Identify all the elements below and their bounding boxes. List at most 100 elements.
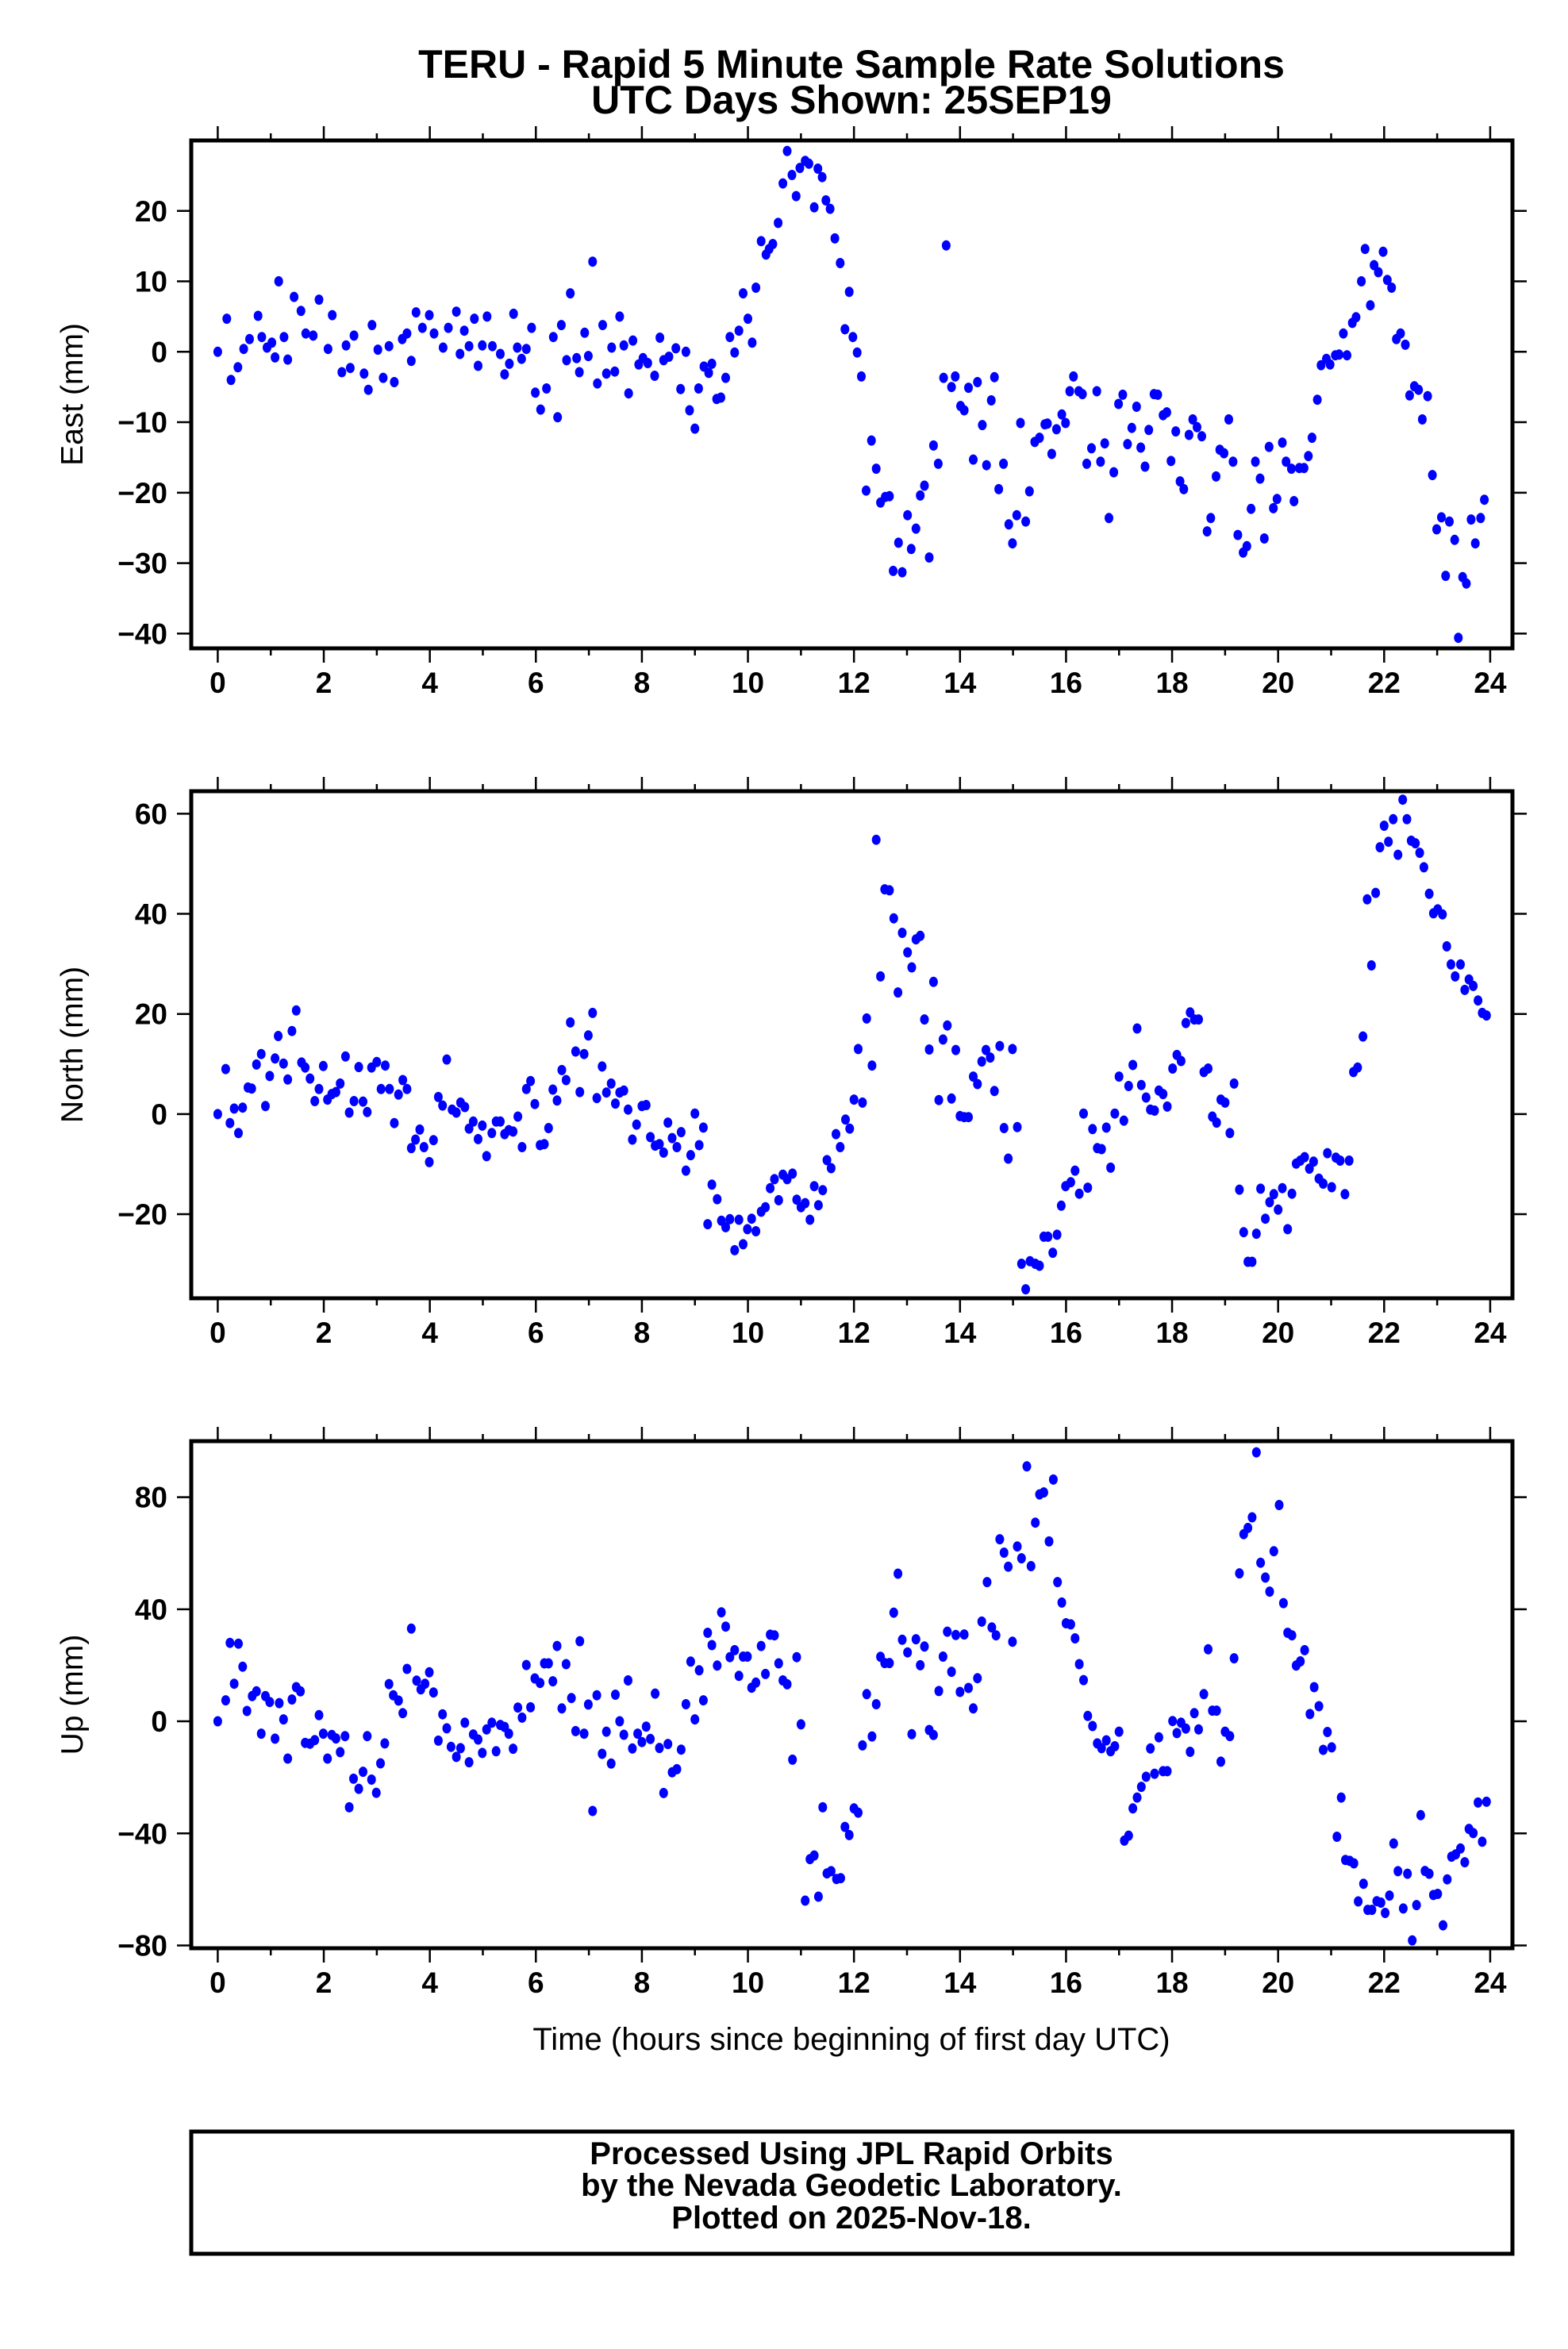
up-data-point: [1141, 1771, 1151, 1782]
up-data-point: [380, 1738, 390, 1749]
east-data-point: [500, 369, 509, 380]
x-tick-label: 8: [634, 1317, 651, 1349]
up-data-point: [509, 1743, 518, 1755]
east-data-point: [1462, 578, 1471, 589]
east-data-point: [704, 367, 713, 379]
east-data-point: [903, 509, 913, 521]
up-data-point: [681, 1699, 690, 1709]
x-tick-label: 20: [1262, 1966, 1294, 1999]
east-data-point: [681, 346, 690, 357]
north-data-point: [225, 1117, 235, 1128]
north-data-point: [951, 1044, 960, 1055]
east-data-point: [478, 340, 487, 351]
up-data-point: [938, 1651, 947, 1662]
up-data-point: [1013, 1541, 1022, 1552]
north-data-point: [394, 1089, 403, 1100]
panels: 0 2 4 6 8 10 12 14 16 18 20 22 24−40−30−20−1001020Ea…: [56, 126, 1527, 1999]
east-data-point: [1387, 283, 1397, 293]
east-data-point: [685, 405, 694, 416]
north-data-point: [372, 1056, 382, 1067]
up-data-point: [376, 1758, 385, 1769]
north-data-point: [841, 1114, 850, 1125]
up-data-point: [1389, 1838, 1398, 1849]
east-data-point: [924, 552, 934, 563]
east-data-point: [406, 356, 416, 367]
footer-line-2: by the Nevada Geodetic Laboratory.: [581, 2168, 1122, 2203]
north-data-point: [999, 1123, 1009, 1133]
up-data-point: [601, 1726, 611, 1737]
north-data-point: [363, 1106, 372, 1117]
east-data-point: [941, 240, 951, 251]
north-data-point: [291, 1005, 301, 1016]
north-data-point: [964, 1112, 973, 1123]
north-data-point: [1327, 1182, 1336, 1193]
y-tick-label: −30: [117, 548, 167, 580]
up-data-point: [213, 1716, 222, 1727]
x-tick-label: 0: [209, 667, 226, 699]
up-data-point: [809, 1850, 819, 1861]
north-data-point: [1251, 1228, 1261, 1240]
up-data-point: [336, 1747, 345, 1758]
y-tick-label: 0: [151, 336, 167, 368]
north-data-point: [598, 1061, 607, 1072]
east-data-point: [947, 382, 956, 393]
east-data-point: [817, 171, 827, 183]
east-data-point: [271, 352, 280, 363]
up-data-point: [536, 1678, 545, 1689]
north-data-point: [513, 1111, 523, 1122]
north-data-point: [1366, 960, 1376, 971]
up-data-point: [455, 1743, 465, 1754]
up-data-point: [782, 1678, 792, 1690]
up-data-point: [862, 1689, 871, 1700]
up-data-point: [1265, 1586, 1274, 1597]
north-data-point: [947, 1093, 956, 1104]
east-data-point: [821, 195, 831, 206]
north-data-point: [482, 1151, 491, 1162]
north-data-point: [766, 1182, 775, 1194]
east-data-point: [542, 383, 551, 394]
up-data-point: [663, 1739, 673, 1750]
north-data-point: [1278, 1182, 1287, 1194]
up-data-point: [788, 1754, 797, 1765]
north-data-point: [1419, 862, 1428, 873]
up-data-point: [606, 1758, 616, 1769]
up-data-point: [717, 1607, 726, 1618]
up-data-point: [1274, 1500, 1284, 1510]
up-data-point: [1251, 1447, 1261, 1458]
north-data-point: [271, 1053, 280, 1064]
north-data-point: [1056, 1200, 1066, 1211]
north-data-point: [1402, 813, 1412, 825]
east-data-point: [566, 288, 575, 299]
north-data-point: [739, 1239, 747, 1250]
up-data-point: [521, 1659, 531, 1670]
up-data-point: [1243, 1522, 1253, 1533]
east-data-point: [1179, 483, 1189, 494]
east-data-point: [323, 344, 332, 355]
east-data-point: [795, 163, 805, 174]
east-data-point: [296, 306, 306, 317]
north-data-point: [1141, 1092, 1151, 1103]
up-data-point: [1474, 1797, 1483, 1808]
north-data-point: [982, 1044, 990, 1055]
x-tick-label: 22: [1368, 1317, 1401, 1349]
up-data-point: [1110, 1741, 1120, 1751]
east-data-point: [1228, 456, 1238, 467]
up-data-point: [221, 1695, 230, 1706]
up-data-point: [1022, 1461, 1032, 1472]
up-data-point: [398, 1708, 408, 1719]
east-data-point: [885, 490, 894, 502]
up-data-point: [713, 1660, 722, 1671]
east-data-point: [721, 372, 730, 383]
x-tick-label: 0: [209, 1966, 226, 1999]
east-data-point: [464, 340, 474, 352]
east-data-point: [857, 371, 866, 382]
north-data-point: [1229, 1078, 1239, 1089]
east-data-point: [787, 170, 797, 180]
up-data-point: [583, 1699, 593, 1710]
east-data-point: [233, 362, 243, 373]
east-data-point: [730, 347, 740, 358]
chart-title: TERU - Rapid 5 Minute Sample Rate Soluti…: [418, 42, 1285, 87]
north-data-point: [265, 1071, 275, 1082]
east-data-point: [267, 337, 277, 348]
up-data-point: [920, 1641, 929, 1652]
